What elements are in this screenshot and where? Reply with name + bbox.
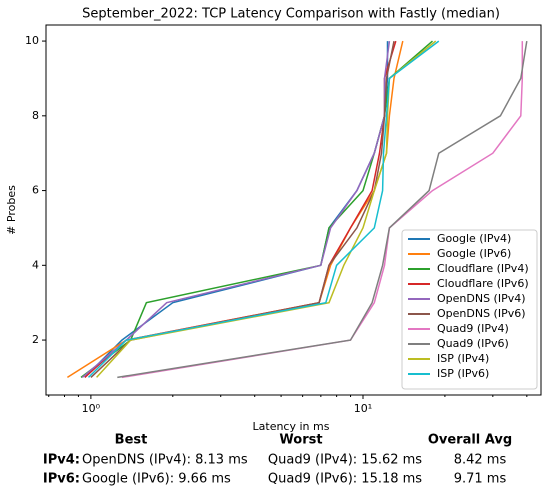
summary-header: Worst [279, 433, 322, 448]
x-axis-label: Latency in ms [253, 420, 330, 433]
legend-label: ISP (IPv6) [437, 367, 489, 380]
series-line [121, 41, 524, 379]
legend-label: Cloudflare (IPv4) [437, 262, 529, 275]
legend-label: Google (IPv6) [437, 247, 511, 260]
summary-cell: 9.71 ms [454, 472, 507, 487]
x-tick-label: 10¹ [354, 402, 372, 415]
series-line [84, 40, 397, 378]
summary-row-label: IPv4: [43, 453, 80, 468]
y-tick-label: 8 [32, 109, 39, 122]
series-line [66, 40, 404, 379]
summary-row-label: IPv6: [43, 472, 80, 487]
y-axis-label: # Probes [5, 185, 18, 235]
legend-label: OpenDNS (IPv6) [437, 307, 526, 320]
series-line [117, 40, 528, 379]
series-line [81, 41, 391, 378]
summary-header: Best [115, 433, 148, 448]
summary-cell: Quad9 (IPv6): 15.18 ms [268, 472, 422, 487]
y-tick-label: 10 [25, 34, 39, 47]
legend-label: Google (IPv4) [437, 232, 511, 245]
plot-area [66, 40, 528, 379]
summary: Best Worst Overall Avg IPv4: OpenDNS (IPv4):… [43, 433, 512, 487]
legend-label: Quad9 (IPv6) [437, 337, 509, 350]
legend: Google (IPv4) Google (IPv6) Cloudflare (IP… [401, 229, 538, 390]
summary-cell: Google (IPv6): 9.66 ms [82, 472, 231, 487]
series-line [87, 40, 440, 378]
axes-frame [45, 24, 542, 396]
series-line [84, 41, 389, 378]
series-line [80, 40, 433, 378]
legend-label: ISP (IPv4) [437, 352, 489, 365]
x-tick-label: 10⁰ [82, 402, 101, 415]
summary-cell: OpenDNS (IPv4): 8.13 ms [82, 453, 248, 468]
y-tick-label: 2 [32, 333, 39, 346]
summary-cell: 8.42 ms [454, 453, 507, 468]
summary-cell: Quad9 (IPv4): 15.62 ms [268, 453, 422, 468]
chart-title: September_2022: TCP Latency Comparison w… [82, 7, 500, 22]
y-tick-label: 4 [32, 258, 39, 271]
legend-label: Quad9 (IPv4) [437, 322, 509, 335]
summary-header: Overall Avg [428, 433, 512, 448]
legend-label: Cloudflare (IPv6) [437, 277, 529, 290]
legend-label: OpenDNS (IPv4) [437, 292, 526, 305]
y-tick-label: 6 [32, 184, 39, 197]
legend-box [401, 229, 538, 390]
